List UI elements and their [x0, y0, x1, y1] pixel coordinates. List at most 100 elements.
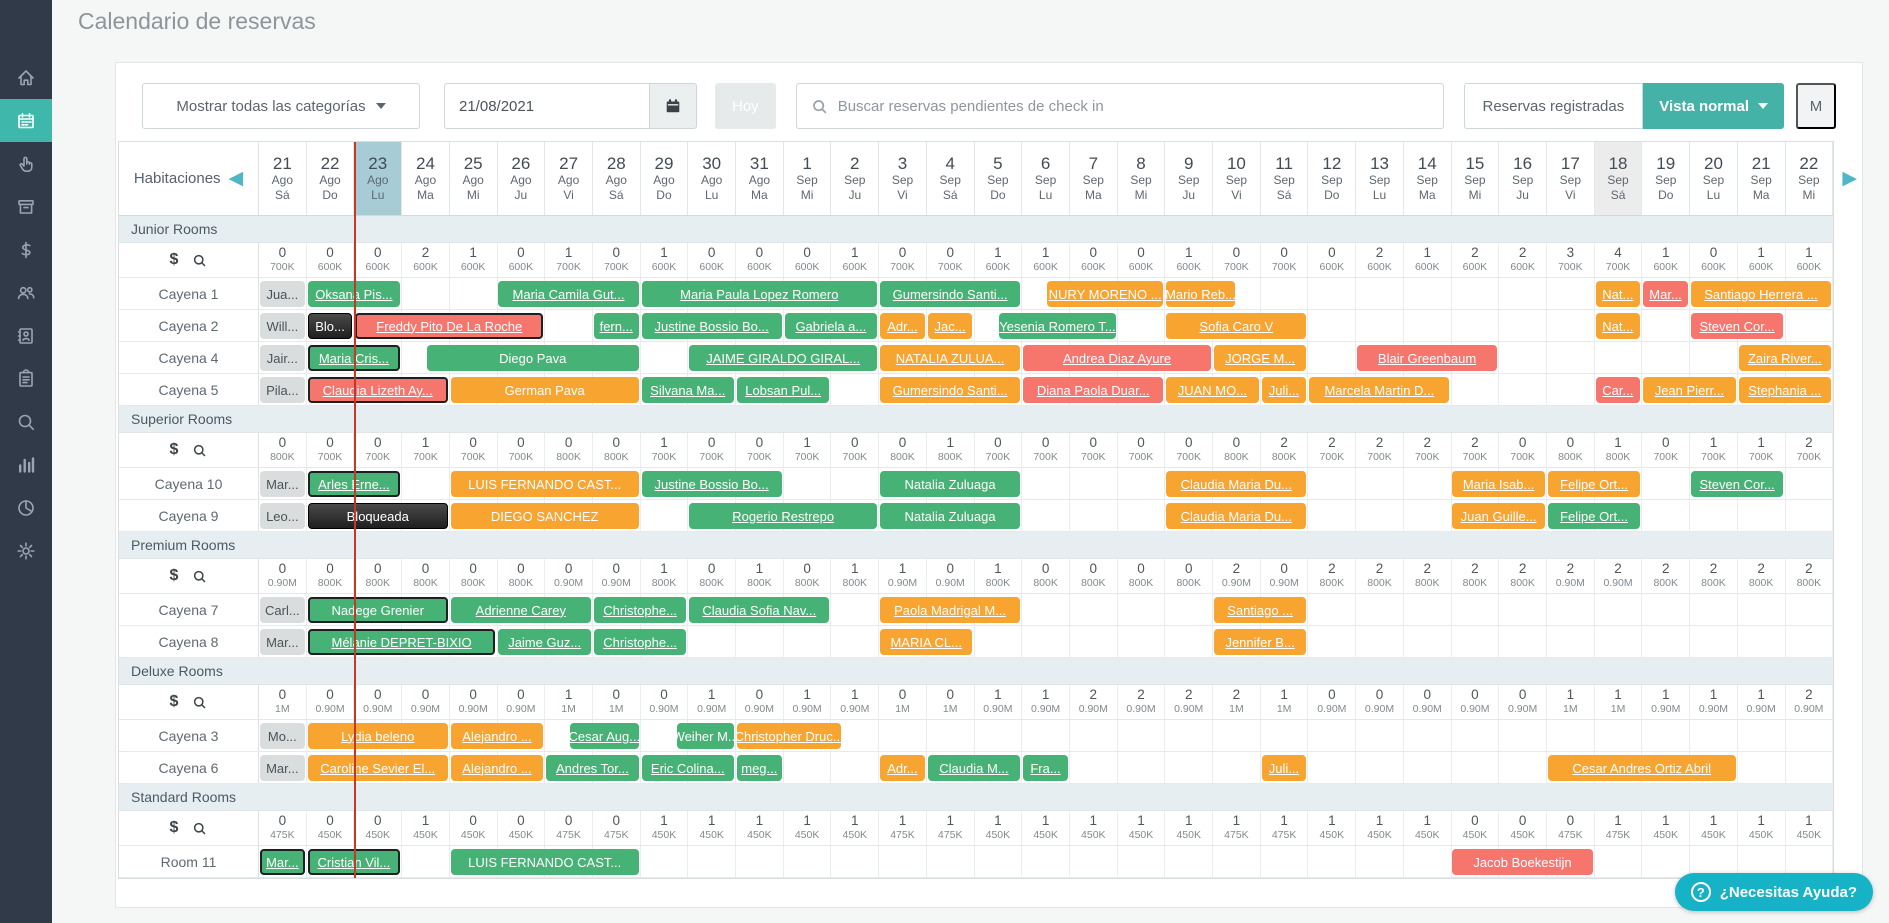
reservation-bar-partial[interactable]: Mo...: [260, 723, 305, 749]
day-cell[interactable]: [1595, 342, 1643, 373]
day-cell[interactable]: [975, 720, 1023, 751]
day-cell[interactable]: [1452, 278, 1500, 309]
day-cell[interactable]: [784, 468, 832, 499]
day-cell[interactable]: [1356, 720, 1404, 751]
reservation-bar[interactable]: Claudia Maria Du...: [1166, 503, 1307, 529]
day-cell[interactable]: [1118, 720, 1166, 751]
day-column-header[interactable]: 14 Sep Ma: [1404, 142, 1452, 215]
day-cell[interactable]: [975, 468, 1023, 499]
day-cell[interactable]: [1070, 846, 1118, 877]
day-cell[interactable]: [1213, 752, 1261, 783]
reservation-bar[interactable]: Caroline Sevier El...: [307, 755, 448, 781]
day-column-header[interactable]: 22 Ago Do: [307, 142, 355, 215]
day-cell[interactable]: [1022, 468, 1070, 499]
reservation-bar[interactable]: Andres Tor...: [546, 755, 639, 781]
day-cell[interactable]: [879, 846, 927, 877]
day-cell[interactable]: [1356, 752, 1404, 783]
reservation-bar[interactable]: Silvana Ma...: [641, 377, 734, 403]
day-cell[interactable]: [1261, 374, 1309, 405]
reservation-bar[interactable]: LUIS FERNANDO CAST...: [450, 471, 639, 497]
day-cell[interactable]: [1070, 310, 1118, 341]
day-column-header[interactable]: 5 Sep Do: [975, 142, 1023, 215]
day-cell[interactable]: [1738, 500, 1786, 531]
reservation-bar[interactable]: Santiago ...: [1213, 597, 1307, 623]
day-column-header[interactable]: 12 Sep Do: [1308, 142, 1357, 215]
day-cell[interactable]: [831, 720, 880, 751]
day-cell[interactable]: [1738, 720, 1786, 751]
day-cell[interactable]: [1356, 500, 1404, 531]
day-cell[interactable]: [1690, 594, 1738, 625]
day-cell[interactable]: [593, 846, 641, 877]
day-column-header[interactable]: 28 Ago Sá: [593, 142, 641, 215]
day-cell[interactable]: [1404, 752, 1452, 783]
day-cell[interactable]: [1261, 500, 1309, 531]
day-column-header[interactable]: 18 Sep Sá: [1594, 142, 1643, 215]
day-cell[interactable]: [1595, 594, 1643, 625]
reservation-bar-partial[interactable]: Jua...: [260, 281, 305, 307]
day-cell[interactable]: [545, 310, 593, 341]
day-cell[interactable]: [1404, 374, 1452, 405]
day-cell[interactable]: [354, 342, 403, 373]
reservation-bar[interactable]: Juli...: [1261, 755, 1307, 781]
day-cell[interactable]: [1356, 846, 1404, 877]
day-column-header[interactable]: 2 Sep Ju: [831, 142, 880, 215]
day-cell[interactable]: [1690, 720, 1738, 751]
day-cell[interactable]: [1547, 278, 1595, 309]
day-cell[interactable]: [927, 720, 975, 751]
reservation-bar[interactable]: LUIS FERNANDO CAST...: [450, 849, 639, 875]
day-cell[interactable]: [831, 374, 880, 405]
day-cell[interactable]: [688, 752, 737, 783]
day-cell[interactable]: [1261, 752, 1309, 783]
day-cell[interactable]: [259, 720, 307, 751]
day-cell[interactable]: [1642, 594, 1691, 625]
day-cell[interactable]: [402, 752, 450, 783]
reservation-bar[interactable]: Jacob Boekestijn: [1452, 849, 1593, 875]
reservation-bar[interactable]: Natalia Zuluaga: [880, 503, 1021, 529]
reservation-bar[interactable]: Santiago Herrera ...: [1690, 281, 1831, 307]
day-cell[interactable]: [1738, 310, 1786, 341]
day-cell[interactable]: [1786, 846, 1834, 877]
reservation-bar[interactable]: Claudia Sofia Nav...: [689, 597, 830, 623]
day-cell[interactable]: [831, 342, 880, 373]
day-cell[interactable]: [1642, 468, 1691, 499]
day-cell[interactable]: [1547, 846, 1595, 877]
day-cell[interactable]: [1165, 626, 1214, 657]
day-cell[interactable]: [1547, 594, 1595, 625]
day-cell[interactable]: [1786, 752, 1834, 783]
reservation-bar[interactable]: Nadege Grenier: [307, 597, 448, 623]
reservation-bar[interactable]: Nat...: [1595, 313, 1641, 339]
day-column-header[interactable]: 30 Ago Lu: [688, 142, 737, 215]
sidebar-item-home[interactable]: [0, 56, 52, 99]
day-cell[interactable]: [784, 752, 832, 783]
day-cell[interactable]: [927, 626, 975, 657]
day-column-header[interactable]: 4 Sep Sá: [927, 142, 975, 215]
day-cell[interactable]: [1499, 374, 1547, 405]
day-cell[interactable]: [1738, 626, 1786, 657]
reservation-bar[interactable]: Mar...: [260, 849, 305, 875]
day-cell[interactable]: [402, 594, 450, 625]
sidebar-item-hand-pointer[interactable]: [0, 142, 52, 185]
day-cell[interactable]: [259, 500, 307, 531]
day-cell[interactable]: [1547, 626, 1595, 657]
day-cell[interactable]: [593, 752, 641, 783]
reservation-bar[interactable]: Weiher M...: [677, 723, 734, 749]
reservation-bar[interactable]: NURY MORENO ...: [1047, 281, 1164, 307]
day-cell[interactable]: [1499, 278, 1547, 309]
reservation-bar[interactable]: Rogerio Restrepo: [689, 503, 878, 529]
day-cell[interactable]: [1452, 342, 1500, 373]
day-cell[interactable]: [1595, 626, 1643, 657]
day-cell[interactable]: [450, 626, 498, 657]
reservation-bar[interactable]: Cesar Aug...: [570, 723, 639, 749]
reservation-bar[interactable]: German Pava: [450, 377, 639, 403]
day-cell[interactable]: [1642, 720, 1691, 751]
day-cell[interactable]: [879, 752, 927, 783]
registered-reservations-button[interactable]: Reservas registradas: [1463, 83, 1644, 129]
day-cell[interactable]: [354, 278, 403, 309]
day-cell[interactable]: [259, 468, 307, 499]
day-cell[interactable]: [593, 310, 641, 341]
day-cell[interactable]: [1595, 374, 1643, 405]
day-cell[interactable]: [1404, 500, 1452, 531]
day-cell[interactable]: [1022, 752, 1070, 783]
reservation-bar[interactable]: Jean Pierr...: [1643, 377, 1736, 403]
day-cell[interactable]: [1261, 720, 1309, 751]
